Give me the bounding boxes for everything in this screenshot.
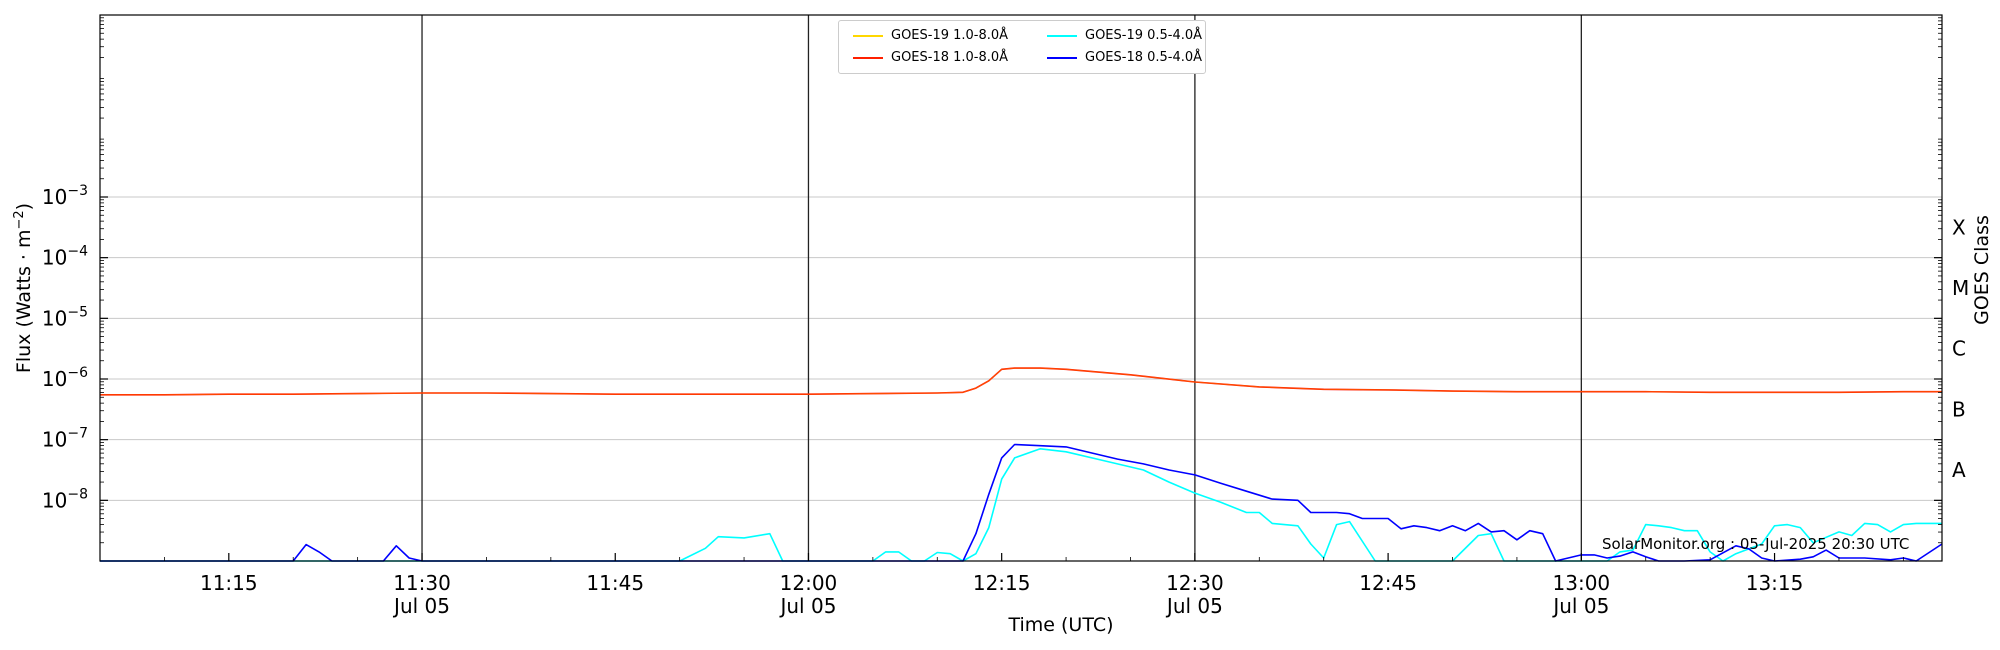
x-tick-date-label: Jul 05	[1165, 594, 1223, 618]
x-tick-label: 12:15	[973, 571, 1031, 595]
goes-class-label: X	[1952, 215, 1966, 239]
series-line-1	[100, 367, 1942, 396]
x-tick-label: 11:30	[393, 571, 451, 595]
legend-swatch	[1047, 57, 1077, 59]
x-tick-label: 13:15	[1746, 571, 1804, 595]
goes-class-label: A	[1952, 458, 1966, 482]
x-tick-label: 13:00	[1553, 571, 1611, 595]
legend-item-goes19-long: GOES-19 1.0-8.0Å	[853, 27, 1008, 45]
x-tick-date-label: Jul 05	[392, 594, 450, 618]
y-tick-label: 10−7	[42, 426, 88, 452]
series-lines	[100, 367, 1943, 562]
series-line-1-overlay	[100, 367, 1942, 396]
legend-label: GOES-18 0.5-4.0Å	[1085, 50, 1203, 65]
legend-label: GOES-18 1.0-8.0Å	[891, 50, 1009, 65]
legend-swatch	[853, 35, 883, 37]
y-tick-label: 10−8	[42, 486, 88, 512]
x-tick-label: 12:30	[1166, 571, 1224, 595]
x-tick-date-label: Jul 05	[778, 594, 836, 618]
legend-swatch	[853, 57, 883, 59]
y-tick-label: 10−3	[42, 183, 88, 209]
plot-frame	[99, 14, 1943, 562]
x-tick-label: 12:00	[780, 571, 838, 595]
y-tick-label: 10−4	[42, 244, 88, 270]
legend: GOES-19 1.0-8.0Å GOES-18 1.0-8.0Å GOES-1…	[838, 20, 1206, 74]
goes-class-label: C	[1952, 337, 1966, 361]
x-tick-label: 11:15	[200, 571, 258, 595]
x-tick-label: 12:45	[1359, 571, 1417, 595]
goes-class-label: M	[1952, 276, 1969, 300]
legend-label: GOES-19 1.0-8.0Å	[891, 28, 1009, 43]
x-tick-label: 11:45	[586, 571, 644, 595]
y-tick-label: 10−6	[42, 365, 88, 391]
watermark: SolarMonitor.org : 05-Jul-2025 20:30 UTC	[1602, 535, 1910, 553]
legend-swatch	[1047, 35, 1077, 37]
goes-class-axis-label: GOES Class	[1971, 215, 1993, 325]
legend-item-goes19-short: GOES-19 0.5-4.0Å	[1047, 27, 1202, 45]
grid-lines	[100, 196, 1942, 501]
x-axis-label: Time (UTC)	[1007, 614, 1113, 636]
y-tick-label: 10−5	[42, 304, 88, 330]
legend-label: GOES-19 0.5-4.0Å	[1085, 28, 1203, 43]
day-divider-lines	[421, 15, 1582, 561]
goes-class-label: B	[1952, 397, 1966, 421]
legend-item-goes18-short: GOES-18 0.5-4.0Å	[1047, 49, 1202, 67]
legend-item-goes18-long: GOES-18 1.0-8.0Å	[853, 49, 1008, 67]
x-tick-date-label: Jul 05	[1551, 594, 1609, 618]
series-line-3	[100, 443, 1943, 562]
y-axis-label: Flux (Watts · m−2)	[12, 203, 36, 373]
